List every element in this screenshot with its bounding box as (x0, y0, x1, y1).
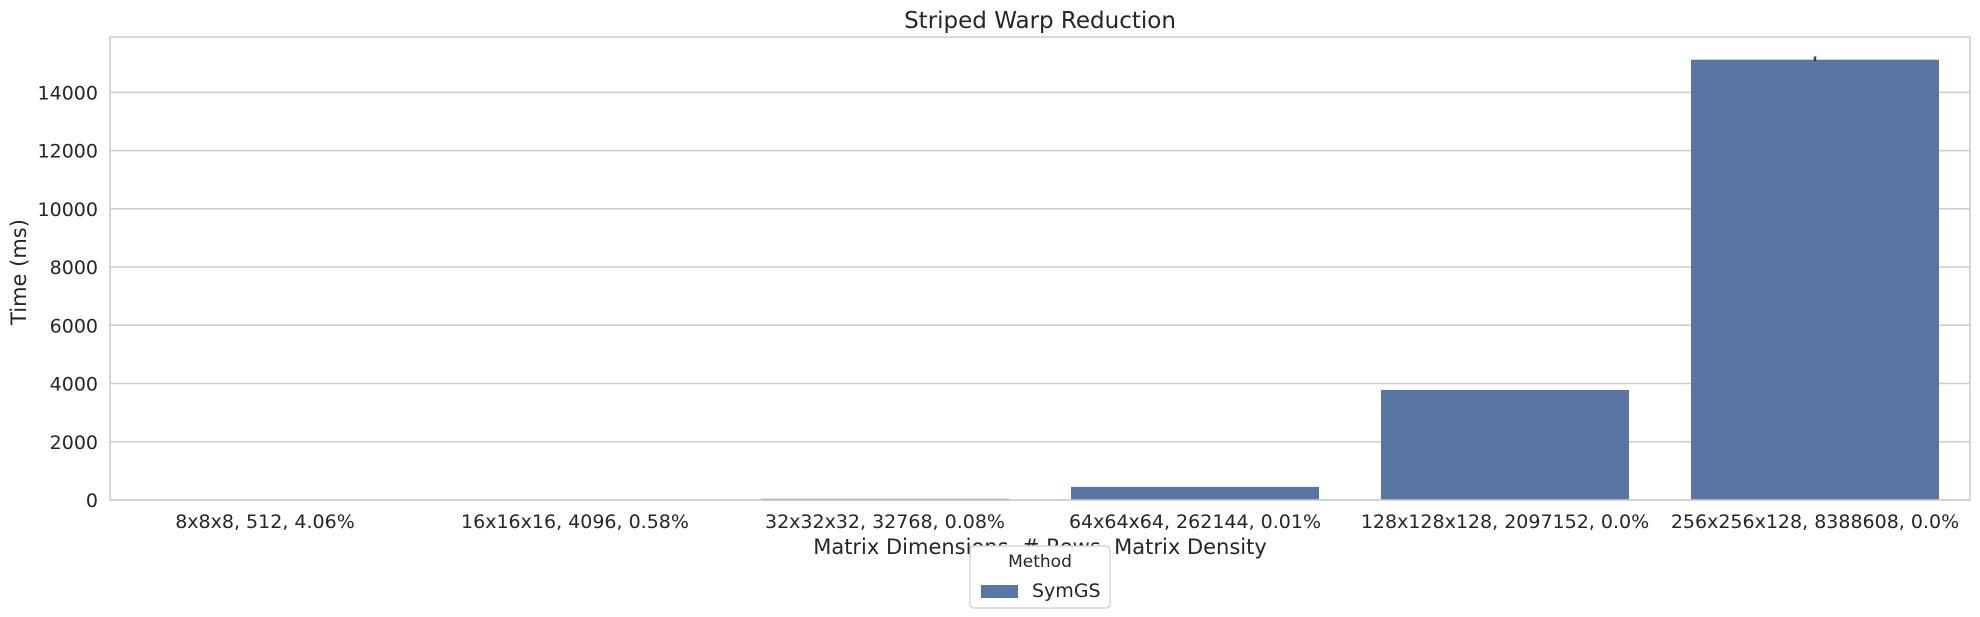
chart-title: Striped Warp Reduction (904, 8, 1176, 34)
x-tick-label: 16x16x16, 4096, 0.58% (461, 511, 689, 533)
y-gridlines (110, 91, 1970, 501)
x-tick-labels: 8x8x8, 512, 4.06% 16x16x16, 4096, 0.58% 32… (175, 511, 1959, 533)
y-tick-label: 0 (86, 490, 98, 512)
bars (141, 59, 1939, 501)
y-tick-label: 14000 (38, 82, 98, 104)
legend: Method SymGS (969, 545, 1111, 609)
x-tick-label: 8x8x8, 512, 4.06% (175, 511, 355, 533)
bar (1381, 389, 1629, 500)
y-tick-label: 8000 (50, 257, 98, 279)
plot-frame (109, 36, 1971, 501)
x-tick-label: 32x32x32, 32768, 0.08% (765, 511, 1005, 533)
legend-swatch-symgs (981, 585, 1018, 598)
x-tick-label: 128x128x128, 2097152, 0.0% (1361, 511, 1649, 533)
y-tick-label: 4000 (50, 374, 98, 396)
bar (1071, 486, 1319, 500)
legend-label-symgs: SymGS (1032, 580, 1101, 602)
bar (1691, 59, 1939, 501)
y-tick-label: 10000 (38, 199, 98, 221)
legend-title: Method (1008, 552, 1072, 572)
x-tick-label: 256x256x128, 8388608, 0.0% (1671, 511, 1959, 533)
y-tick-label: 12000 (38, 141, 98, 163)
x-tick-label: 64x64x64, 262144, 0.01% (1069, 511, 1321, 533)
y-axis-label: Time (ms) (7, 219, 31, 326)
y-tick-label: 2000 (50, 432, 98, 454)
y-tick-label: 6000 (50, 315, 98, 337)
y-tick-labels: 0 2000 4000 6000 8000 10000 12000 14000 (38, 82, 98, 512)
